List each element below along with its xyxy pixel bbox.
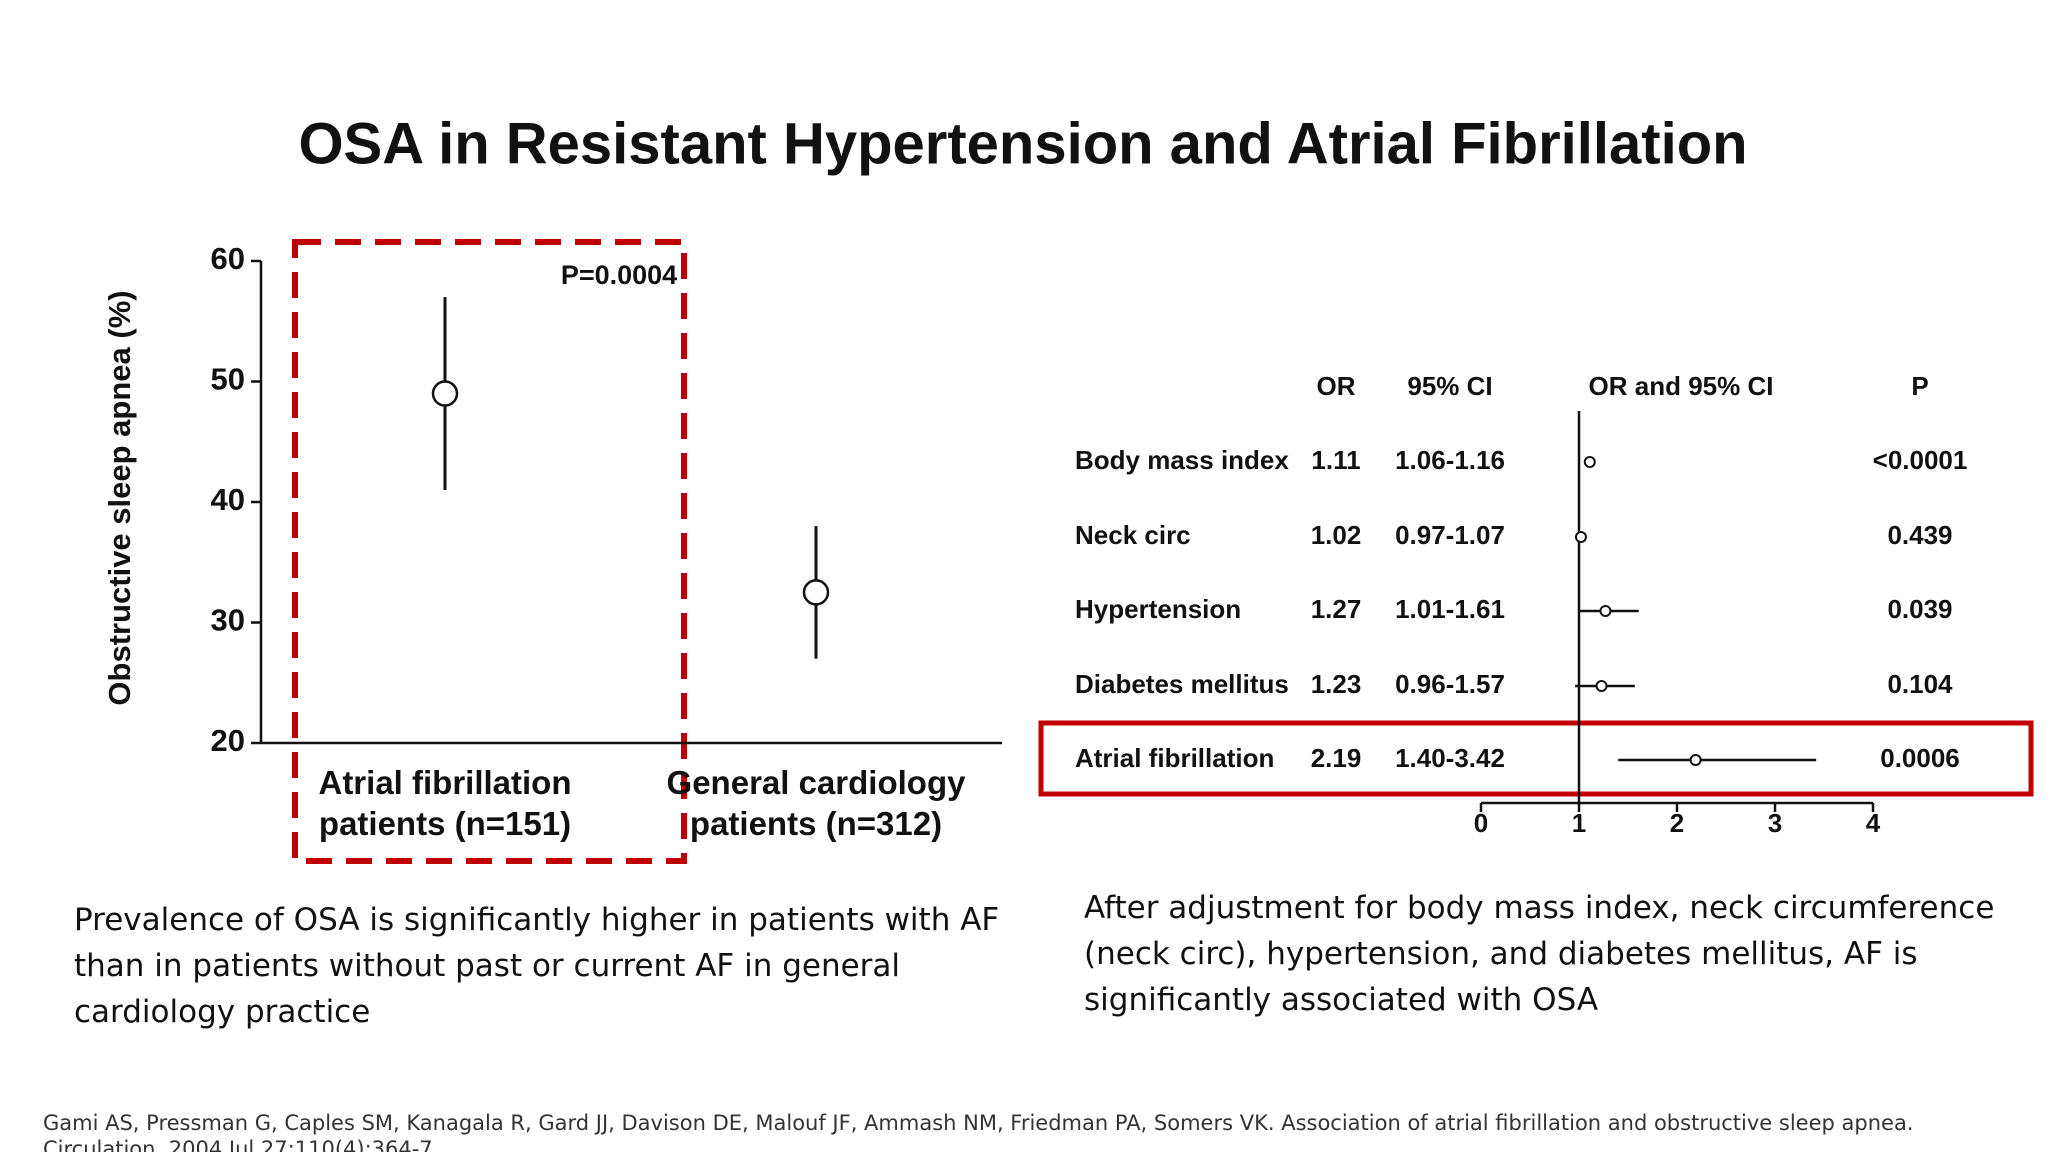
x-tick-label: 1 bbox=[1572, 808, 1586, 838]
y-axis-label: Obstructive sleep apnea (%) bbox=[102, 290, 137, 705]
p-value: 0.039 bbox=[1887, 594, 1952, 624]
p-value: 0.0006 bbox=[1880, 743, 1960, 773]
y-tick-label: 60 bbox=[211, 241, 245, 276]
ci-label: 1.01-1.61 bbox=[1395, 594, 1505, 624]
row-label: Atrial fibrillation bbox=[1075, 743, 1274, 773]
x-tick-label: 0 bbox=[1474, 808, 1488, 838]
or-value: 1.02 bbox=[1311, 520, 1362, 550]
ci-label: 1.06-1.16 bbox=[1395, 445, 1505, 475]
column-header: 95% CI bbox=[1407, 371, 1492, 401]
highlight-box bbox=[1038, 720, 2034, 797]
or-point bbox=[1574, 531, 1587, 543]
p-value: 0.439 bbox=[1887, 520, 1952, 550]
annotation: P=0.0004 bbox=[561, 260, 677, 290]
ci-label: 0.97-1.07 bbox=[1395, 520, 1505, 550]
caption: After adjustment for body mass index, ne… bbox=[1084, 890, 1995, 1018]
row-label: Hypertension bbox=[1075, 594, 1241, 624]
ci-label: 0.96-1.57 bbox=[1395, 669, 1505, 699]
column-header: OR bbox=[1317, 371, 1356, 401]
point bbox=[802, 579, 830, 606]
citation: Gami AS, Pressman G, Caples SM, Kanagala… bbox=[43, 1111, 1914, 1152]
point bbox=[431, 380, 459, 407]
x-tick-label: Atrial fibrillation patients (n=151) bbox=[318, 764, 572, 842]
y-tick-label: 40 bbox=[211, 482, 245, 517]
row-label: Body mass index bbox=[1075, 445, 1289, 475]
x-tick-label: 2 bbox=[1670, 808, 1684, 838]
or-point bbox=[1595, 680, 1608, 692]
p-value: 0.104 bbox=[1887, 669, 1953, 699]
or-value: 2.19 bbox=[1311, 743, 1362, 773]
ci-label: 1.40-3.42 bbox=[1395, 743, 1505, 773]
row-label: Neck circ bbox=[1075, 520, 1191, 550]
x-tick-label: 4 bbox=[1866, 808, 1881, 838]
row-label: Diabetes mellitus bbox=[1075, 669, 1289, 699]
or-point bbox=[1583, 456, 1596, 468]
column-header: OR and 95% CI bbox=[1589, 371, 1774, 401]
x-tick-label: 3 bbox=[1768, 808, 1782, 838]
y-tick-label: 30 bbox=[211, 603, 245, 638]
x-tick-label: General cardiology patients (n=312) bbox=[666, 764, 966, 842]
caption: Prevalence of OSA is significantly highe… bbox=[74, 902, 1000, 1030]
p-value: <0.0001 bbox=[1873, 445, 1968, 475]
or-value: 1.11 bbox=[1311, 445, 1360, 475]
highlight-box bbox=[292, 239, 687, 864]
y-tick-label: 20 bbox=[211, 723, 245, 758]
slide-title: OSA in Resistant Hypertension and Atrial… bbox=[298, 111, 1747, 176]
column-header: P bbox=[1911, 371, 1928, 401]
or-value: 1.27 bbox=[1311, 594, 1362, 624]
or-point bbox=[1599, 605, 1612, 617]
y-tick-label: 50 bbox=[211, 362, 245, 397]
or-value: 1.23 bbox=[1311, 669, 1362, 699]
or-point bbox=[1689, 754, 1702, 766]
